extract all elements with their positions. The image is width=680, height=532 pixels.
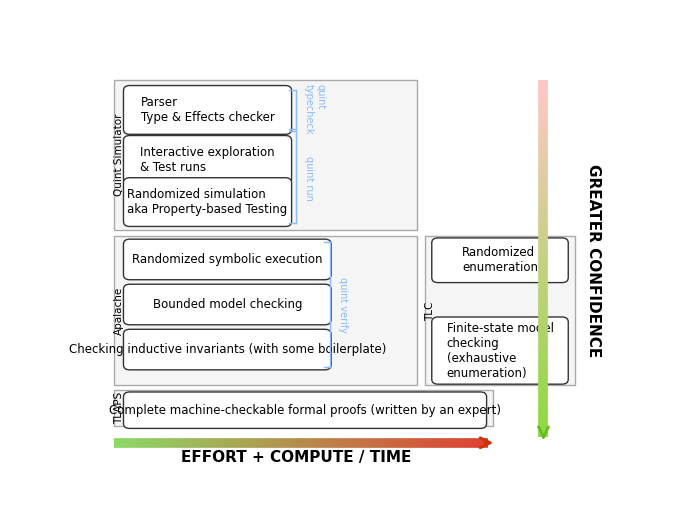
Text: Bounded model checking: Bounded model checking: [152, 298, 302, 311]
Text: Quint Simulator: Quint Simulator: [114, 114, 124, 196]
Text: TLC: TLC: [425, 301, 435, 321]
Text: Interactive exploration
& Test runs: Interactive exploration & Test runs: [140, 146, 275, 174]
FancyBboxPatch shape: [124, 178, 292, 227]
Text: quint
typecheck: quint typecheck: [304, 84, 325, 134]
FancyBboxPatch shape: [114, 236, 417, 385]
Text: quint verify: quint verify: [338, 277, 348, 332]
FancyBboxPatch shape: [432, 238, 568, 282]
Text: Randomized
enumeration: Randomized enumeration: [462, 246, 538, 275]
FancyBboxPatch shape: [124, 329, 331, 370]
FancyBboxPatch shape: [124, 239, 331, 280]
Text: Apalache: Apalache: [114, 287, 124, 335]
Text: GREATER CONFIDENCE: GREATER CONFIDENCE: [586, 164, 601, 357]
Text: Randomized simulation
aka Property-based Testing: Randomized simulation aka Property-based…: [127, 188, 288, 216]
FancyBboxPatch shape: [124, 136, 292, 184]
Text: quint run: quint run: [304, 156, 313, 201]
Text: Complete machine-checkable formal proofs (written by an expert): Complete machine-checkable formal proofs…: [109, 404, 501, 417]
Text: EFFORT + COMPUTE / TIME: EFFORT + COMPUTE / TIME: [181, 450, 411, 464]
FancyBboxPatch shape: [114, 80, 417, 230]
Text: Randomized symbolic execution: Randomized symbolic execution: [132, 253, 322, 266]
Text: Parser
Type & Effects checker: Parser Type & Effects checker: [141, 96, 275, 124]
Text: Checking inductive invariants (with some boilerplate): Checking inductive invariants (with some…: [69, 343, 386, 356]
FancyBboxPatch shape: [432, 317, 568, 384]
FancyBboxPatch shape: [124, 284, 331, 325]
Text: Finite-state model
checking
(exhaustive
enumeration): Finite-state model checking (exhaustive …: [447, 321, 554, 380]
FancyBboxPatch shape: [124, 86, 292, 134]
FancyBboxPatch shape: [114, 390, 494, 426]
FancyBboxPatch shape: [425, 236, 575, 385]
Text: TLAPS: TLAPS: [114, 392, 124, 425]
FancyBboxPatch shape: [124, 392, 487, 428]
